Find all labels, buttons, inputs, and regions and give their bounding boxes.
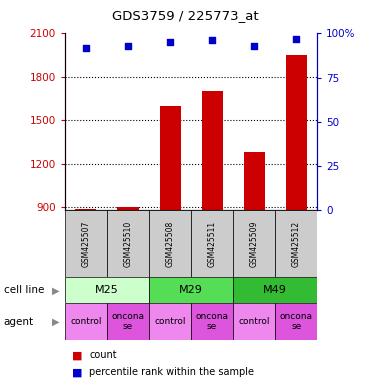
Bar bbox=[107, 303, 149, 340]
Bar bbox=[286, 55, 307, 210]
Bar bbox=[233, 277, 317, 303]
Bar bbox=[160, 106, 181, 210]
Text: M25: M25 bbox=[95, 285, 119, 295]
Bar bbox=[107, 210, 149, 277]
Bar bbox=[65, 303, 107, 340]
Bar bbox=[191, 303, 233, 340]
Bar bbox=[75, 209, 96, 210]
Bar bbox=[149, 277, 233, 303]
Bar bbox=[201, 91, 223, 210]
Text: GDS3759 / 225773_at: GDS3759 / 225773_at bbox=[112, 9, 259, 22]
Point bbox=[167, 39, 173, 45]
Text: ■: ■ bbox=[72, 367, 83, 377]
Bar bbox=[233, 210, 275, 277]
Text: GSM425512: GSM425512 bbox=[292, 220, 301, 267]
Text: control: control bbox=[154, 317, 186, 326]
Bar bbox=[275, 303, 317, 340]
Point bbox=[209, 37, 215, 43]
Text: count: count bbox=[89, 350, 116, 360]
Bar bbox=[244, 152, 265, 210]
Bar bbox=[65, 210, 107, 277]
Point bbox=[83, 45, 89, 51]
Point bbox=[125, 43, 131, 49]
Text: control: control bbox=[70, 317, 102, 326]
Text: ▶: ▶ bbox=[52, 285, 59, 295]
Text: GSM425510: GSM425510 bbox=[124, 220, 132, 267]
Text: M29: M29 bbox=[179, 285, 203, 295]
Bar bbox=[118, 207, 138, 210]
Bar bbox=[233, 303, 275, 340]
Text: GSM425509: GSM425509 bbox=[250, 220, 259, 267]
Text: agent: agent bbox=[4, 316, 34, 327]
Text: oncona
se: oncona se bbox=[196, 312, 229, 331]
Text: percentile rank within the sample: percentile rank within the sample bbox=[89, 367, 254, 377]
Text: GSM425507: GSM425507 bbox=[82, 220, 91, 267]
Text: oncona
se: oncona se bbox=[112, 312, 144, 331]
Text: GSM425511: GSM425511 bbox=[208, 220, 217, 267]
Text: M49: M49 bbox=[263, 285, 287, 295]
Point bbox=[293, 36, 299, 42]
Bar bbox=[191, 210, 233, 277]
Bar bbox=[149, 210, 191, 277]
Text: GSM425508: GSM425508 bbox=[165, 220, 174, 267]
Bar bbox=[149, 303, 191, 340]
Text: ▶: ▶ bbox=[52, 316, 59, 327]
Text: control: control bbox=[239, 317, 270, 326]
Bar bbox=[65, 277, 149, 303]
Bar bbox=[275, 210, 317, 277]
Point bbox=[251, 43, 257, 49]
Text: ■: ■ bbox=[72, 350, 83, 360]
Text: oncona
se: oncona se bbox=[280, 312, 313, 331]
Text: cell line: cell line bbox=[4, 285, 44, 295]
